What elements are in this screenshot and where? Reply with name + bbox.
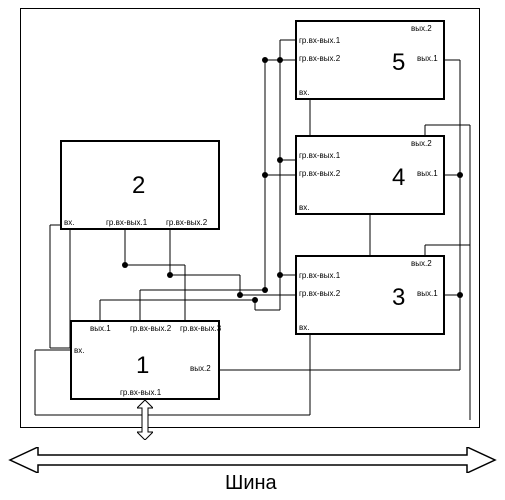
port-label: гр.вх-вых.2 <box>299 54 340 63</box>
port-label: вых.1 <box>417 169 438 178</box>
port-label: вых.2 <box>190 364 211 373</box>
port-label: гр.вх-вых.1 <box>299 271 340 280</box>
diagram-stage: 1 2 3 4 5 вх. вых.1 гр.вх-вых.2 гр.вх-вых.3… <box>0 0 505 500</box>
port-label: вх. <box>299 323 309 332</box>
block-2-number: 2 <box>132 172 145 200</box>
block-4-number: 4 <box>392 164 405 192</box>
port-label: гр.вх-вых.2 <box>299 289 340 298</box>
bus-label: Шина <box>225 472 277 495</box>
port-label: гр.вх-вых.1 <box>299 151 340 160</box>
port-label: вых.2 <box>411 259 432 268</box>
bus-arrow-icon <box>0 447 505 473</box>
bus-connector-arrow-icon <box>137 400 153 440</box>
port-label: гр.вх-вых.2 <box>130 324 171 333</box>
port-label: вх. <box>299 88 309 97</box>
port-label: гр.вх-вых.2 <box>166 218 207 227</box>
port-label: вх. <box>74 346 84 355</box>
block-1-number: 1 <box>136 352 149 380</box>
port-label: вых.2 <box>411 24 432 33</box>
port-label: гр.вх-вых.1 <box>106 218 147 227</box>
port-label: вых.1 <box>90 324 111 333</box>
port-label: гр.вх-вых.1 <box>120 388 161 397</box>
block-3-number: 3 <box>392 284 405 312</box>
port-label: гр.вх-вых.3 <box>180 324 221 333</box>
port-label: гр.вх-вых.2 <box>299 169 340 178</box>
block-2: 2 <box>60 140 220 230</box>
block-5-number: 5 <box>392 49 405 77</box>
port-label: вх. <box>299 203 309 212</box>
port-label: гр.вх-вых.1 <box>299 36 340 45</box>
port-label: вых.1 <box>417 289 438 298</box>
port-label: вых.1 <box>417 54 438 63</box>
port-label: вх. <box>64 218 74 227</box>
port-label: вых.2 <box>411 139 432 148</box>
